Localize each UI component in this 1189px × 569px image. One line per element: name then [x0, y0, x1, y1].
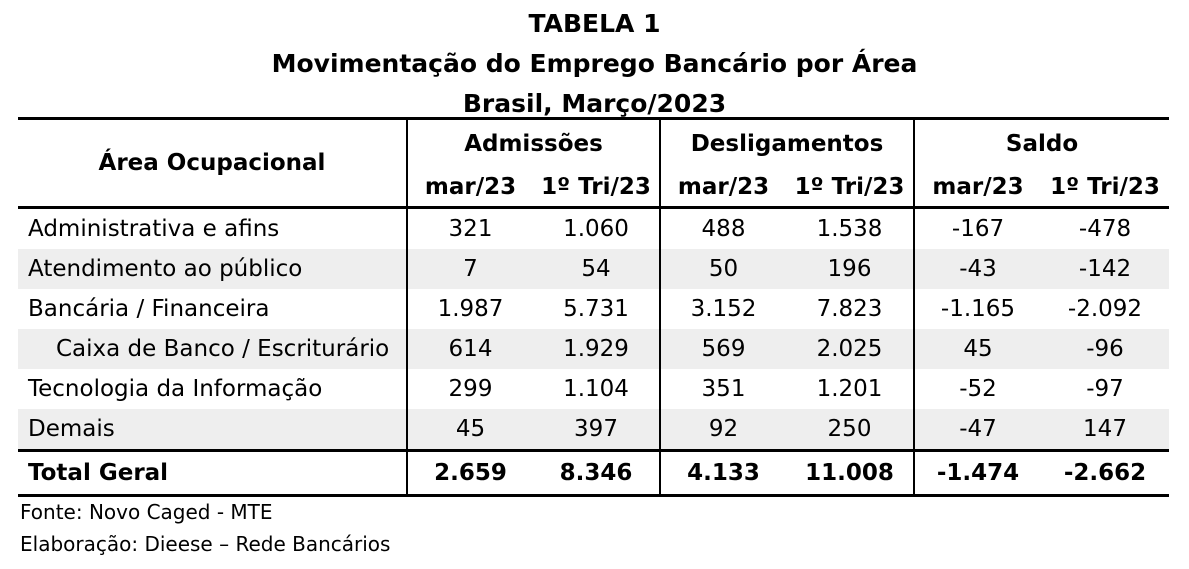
row-label: Demais [18, 409, 407, 451]
cell-desligamentos-mar: 92 [659, 409, 786, 451]
cell-admissoes-mar: 1.987 [406, 289, 533, 329]
cell-admissoes-tri: 1.060 [563, 216, 629, 242]
cell-saldo-mar: -167 [913, 207, 1041, 249]
cell-admissoes-mar: 614 [406, 329, 533, 369]
cell-admissoes-tri: 5.731 [563, 296, 629, 322]
row-label: Atendimento ao público [18, 249, 407, 289]
row-label: Administrativa e afins [28, 216, 280, 242]
subheader-admissoes-mar: mar/23 [406, 168, 533, 208]
cell-saldo-mar: -47 [913, 409, 1041, 451]
header-saldo: Saldo [912, 118, 1170, 168]
cell-desligamentos-mar: 488 [659, 207, 786, 249]
cell-desligamentos-mar: 569 [659, 329, 786, 369]
row-label: Caixa de Banco / Escriturário [18, 329, 407, 369]
table-row: Caixa de Banco / Escriturário 614 1.929 … [18, 329, 1170, 369]
cell-saldo-mar: -43 [913, 249, 1041, 289]
table-row: Tecnologia da Informação 299 1.104 351 1… [18, 369, 1169, 409]
cell-desligamentos-mar: 351 [659, 369, 786, 409]
cell-saldo-tri: 147 [1041, 409, 1170, 451]
table-row: Demais 45 397 92 250 -47 147 [18, 409, 1170, 451]
cell-desligamentos-tri: 196 [786, 249, 914, 289]
cell-admissoes-tri: 54 [533, 249, 660, 289]
cell-admissoes-tri: 1.929 [533, 329, 660, 369]
cell-saldo-tri: -96 [1041, 329, 1170, 369]
total-saldo-mar: -1.474 [913, 450, 1041, 496]
table-number: TABELA 1 [528, 9, 661, 38]
cell-saldo-mar: -52 [913, 369, 1041, 409]
total-row: Total Geral 2.659 8.346 4.133 11.008 -1.… [18, 450, 1169, 496]
cell-saldo-mar: -1.165 [913, 289, 1041, 329]
header-admissoes: Admissões [406, 118, 660, 168]
subheader-admissoes-tri: 1º Tri/23 [541, 174, 651, 200]
cell-admissoes-mar: 299 [406, 369, 533, 409]
cell-desligamentos-tri: 7.823 [816, 296, 883, 322]
subheader-desligamentos-mar: mar/23 [659, 168, 786, 208]
table-title-block: TABELA 1 Movimentação do Emprego Bancári… [0, 4, 1189, 124]
total-label: Total Geral [28, 460, 169, 486]
total-admissoes-tri: 8.346 [559, 460, 633, 486]
table-row: Bancária / Financeira 1.987 5.731 3.152 … [18, 289, 1169, 329]
subheader-saldo-mar: mar/23 [913, 168, 1041, 208]
cell-saldo-tri: -142 [1041, 249, 1170, 289]
cell-desligamentos-mar: 50 [659, 249, 786, 289]
cell-desligamentos-mar: 3.152 [659, 289, 786, 329]
cell-saldo-mar: 45 [913, 329, 1041, 369]
header-area: Área Ocupacional [98, 150, 326, 176]
table-total: Total Geral 2.659 8.346 4.133 11.008 -1.… [18, 450, 1170, 496]
row-label: Bancária / Financeira [28, 296, 270, 322]
table-row: Atendimento ao público 7 54 50 196 -43 -… [18, 249, 1170, 289]
cell-desligamentos-tri: 1.201 [816, 376, 883, 402]
table-notes: Fonte: Novo Caged - MTE Elaboração: Diee… [20, 496, 390, 560]
table-body: Administrativa e afins 321 1.060 488 1.5… [18, 207, 1170, 451]
author-note: Elaboração: Dieese – Rede Bancários [20, 532, 391, 556]
row-label: Tecnologia da Informação [28, 376, 323, 402]
cell-admissoes-mar: 7 [406, 249, 533, 289]
cell-admissoes-tri: 1.104 [563, 376, 629, 402]
table-subtitle: Brasil, Março/2023 [462, 89, 727, 118]
table-header: Área Ocupacional Admissões Desligamentos… [18, 118, 1170, 208]
cell-saldo-tri: -478 [1078, 216, 1132, 242]
cell-saldo-tri: -2.092 [1067, 296, 1143, 322]
subheader-saldo-tri: 1º Tri/23 [1050, 174, 1160, 200]
employment-table: Área Ocupacional Admissões Desligamentos… [18, 117, 1170, 497]
cell-admissoes-mar: 321 [406, 207, 533, 249]
subheader-desligamentos-tri: 1º Tri/23 [794, 174, 905, 200]
total-saldo-tri: -2.662 [1063, 460, 1147, 486]
cell-desligamentos-tri: 1.538 [816, 216, 883, 242]
table-title: Movimentação do Emprego Bancário por Áre… [271, 49, 918, 78]
total-admissoes-mar: 2.659 [406, 450, 533, 496]
cell-desligamentos-tri: 250 [786, 409, 914, 451]
cell-saldo-tri: -97 [1086, 376, 1124, 402]
header-desligamentos: Desligamentos [659, 118, 914, 168]
table-row: Administrativa e afins 321 1.060 488 1.5… [18, 207, 1169, 249]
total-desligamentos-mar: 4.133 [659, 450, 786, 496]
source-note: Fonte: Novo Caged - MTE [20, 500, 273, 524]
cell-admissoes-mar: 45 [406, 409, 533, 451]
cell-admissoes-tri: 397 [533, 409, 660, 451]
cell-desligamentos-tri: 2.025 [786, 329, 914, 369]
total-desligamentos-tri: 11.008 [805, 460, 894, 486]
